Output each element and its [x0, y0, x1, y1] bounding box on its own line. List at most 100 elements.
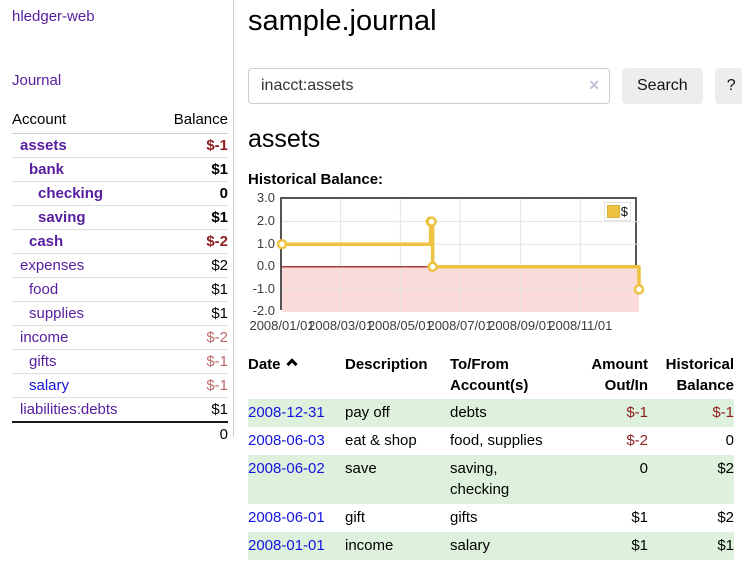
- y-axis-tick-label: 0.0: [256, 258, 275, 274]
- x-axis-tick-label: 2008/03/01: [308, 318, 374, 334]
- search-box: ✕: [248, 68, 610, 105]
- y-axis-tick-label: -1.0: [252, 280, 275, 296]
- register-header-description: Description: [345, 356, 428, 374]
- transaction-date-link[interactable]: 2008-01-01: [248, 537, 325, 555]
- table-row: 2008-12-31 pay off debts $-1 $-1: [248, 398, 734, 428]
- account-title: assets: [248, 125, 321, 154]
- account-balance: $1: [154, 397, 228, 423]
- transaction-description: gift: [345, 508, 366, 526]
- x-axis-tick-label: 2008/09/01: [488, 318, 554, 334]
- sidebar: hledger-web Journal Account Balance asse…: [0, 0, 233, 582]
- transaction-description: eat & shop: [345, 432, 417, 450]
- account-row: salary $-1: [12, 373, 228, 398]
- account-link-cash[interactable]: cash: [29, 233, 64, 250]
- account-link-bank[interactable]: bank: [29, 161, 65, 178]
- account-balance: $1: [154, 301, 228, 326]
- account-row: liabilities:debts $1: [12, 397, 228, 423]
- y-axis-tick-label: -2.0: [252, 303, 275, 319]
- transaction-balance: $2: [717, 460, 734, 478]
- account-row: expenses $2: [12, 253, 228, 278]
- account-row: food $1: [12, 277, 228, 302]
- transaction-balance: $2: [717, 508, 734, 526]
- chart-canvas: [276, 199, 645, 313]
- transaction-amount: $-2: [626, 432, 648, 450]
- search-input[interactable]: [248, 68, 610, 105]
- account-link-food[interactable]: food: [29, 281, 59, 298]
- y-axis-tick-label: 3.0: [256, 190, 275, 206]
- transaction-accounts: debts: [450, 403, 487, 421]
- account-row: income $-2: [12, 325, 228, 350]
- register-header-balance: Historical Balance: [665, 356, 734, 394]
- transaction-date-link[interactable]: 2008-06-03: [248, 432, 325, 450]
- transaction-date-link[interactable]: 2008-06-01: [248, 508, 325, 526]
- register-table: Date Description To/From Account(s) Amou…: [248, 353, 734, 561]
- account-row: saving $1: [12, 205, 228, 230]
- table-row: 2008-06-02 save saving, checking 0 $2: [248, 455, 734, 504]
- account-link-liabilities-debts[interactable]: liabilities:debts: [20, 401, 118, 418]
- transaction-accounts: gifts: [450, 508, 478, 526]
- app-title: hledger-web: [12, 8, 228, 26]
- account-link-supplies[interactable]: supplies: [29, 305, 85, 322]
- account-row: supplies $1: [12, 301, 228, 326]
- accounts-header-account: Account: [12, 109, 155, 134]
- account-link-salary[interactable]: salary: [29, 377, 70, 394]
- transaction-description: income: [345, 537, 394, 555]
- register-header-date[interactable]: Date: [248, 353, 345, 399]
- search-form: ✕ Search ?: [248, 68, 742, 105]
- transaction-accounts: food, supplies: [450, 432, 543, 450]
- transaction-description: pay off: [345, 403, 390, 421]
- legend-swatch-icon: [606, 205, 620, 219]
- account-balance: $-1: [154, 373, 228, 398]
- transaction-accounts: salary: [450, 537, 491, 555]
- chart-plot-area: $: [276, 197, 645, 313]
- app-title-link[interactable]: hledger-web: [12, 8, 95, 25]
- account-balance: $2: [154, 253, 228, 278]
- accounts-total-value: 0: [154, 421, 228, 447]
- transaction-description: save: [345, 460, 377, 478]
- account-link-checking[interactable]: checking: [38, 185, 104, 202]
- account-balance: $-1: [154, 349, 228, 374]
- historical-balance-chart: $ 3.0 2.0 1.0 0.0 -1.0 -2.0 2008/01/01 2008/03/…: [248, 190, 678, 334]
- accounts-table-header: Account Balance: [12, 109, 228, 134]
- register-header-accounts: To/From Account(s): [450, 356, 529, 394]
- register-header-amount: Amount Out/In: [591, 356, 648, 394]
- transaction-balance: 0: [725, 432, 734, 450]
- account-balance: $1: [154, 157, 228, 182]
- table-row: 2008-01-01 income salary $1 $1: [248, 532, 734, 561]
- main-content: sample.journal ✕ Search ? assets Histori…: [233, 0, 742, 582]
- clear-search-icon[interactable]: ✕: [588, 77, 600, 94]
- search-button[interactable]: Search: [622, 68, 703, 105]
- account-balance: $1: [154, 277, 228, 302]
- x-axis-tick-label: 2008/11/01: [548, 318, 613, 334]
- sidebar-nav: Journal: [12, 72, 228, 90]
- x-axis-tick-label: 2008/07/01: [427, 318, 493, 334]
- account-balance: 0: [154, 181, 228, 206]
- transaction-accounts: saving, checking: [450, 460, 510, 498]
- account-link-saving[interactable]: saving: [38, 209, 86, 226]
- account-link-gifts[interactable]: gifts: [29, 353, 57, 370]
- chart-legend: $: [603, 202, 631, 222]
- transaction-date-link[interactable]: 2008-12-31: [248, 403, 325, 421]
- account-link-income[interactable]: income: [20, 329, 69, 346]
- account-row: gifts $-1: [12, 349, 228, 374]
- account-row: assets $-1: [12, 133, 228, 158]
- chart-label: Historical Balance:: [248, 171, 384, 189]
- page-title: sample.journal: [248, 5, 437, 37]
- transaction-amount: $1: [631, 537, 648, 555]
- account-link-assets[interactable]: assets: [20, 137, 67, 154]
- accounts-table: Account Balance assets $-1 bank $1 checking 0…: [12, 109, 228, 447]
- account-balance: $-2: [154, 229, 228, 254]
- table-row: 2008-06-01 gift gifts $1 $2: [248, 504, 734, 532]
- register-table-header: Date Description To/From Account(s) Amou…: [248, 353, 734, 399]
- help-button[interactable]: ?: [714, 68, 742, 105]
- x-axis-tick-label: 2008/05/01: [367, 318, 433, 334]
- transaction-date-link[interactable]: 2008-06-02: [248, 460, 325, 478]
- account-link-expenses[interactable]: expenses: [20, 257, 85, 274]
- sidebar-item-journal[interactable]: Journal: [12, 72, 62, 89]
- x-axis-tick-label: 2008/01/01: [249, 318, 315, 334]
- transaction-amount: $1: [631, 508, 648, 526]
- account-balance: $-1: [154, 133, 228, 158]
- transaction-amount: 0: [639, 460, 648, 478]
- account-balance: $1: [154, 205, 228, 230]
- y-axis-tick-label: 1.0: [256, 235, 275, 251]
